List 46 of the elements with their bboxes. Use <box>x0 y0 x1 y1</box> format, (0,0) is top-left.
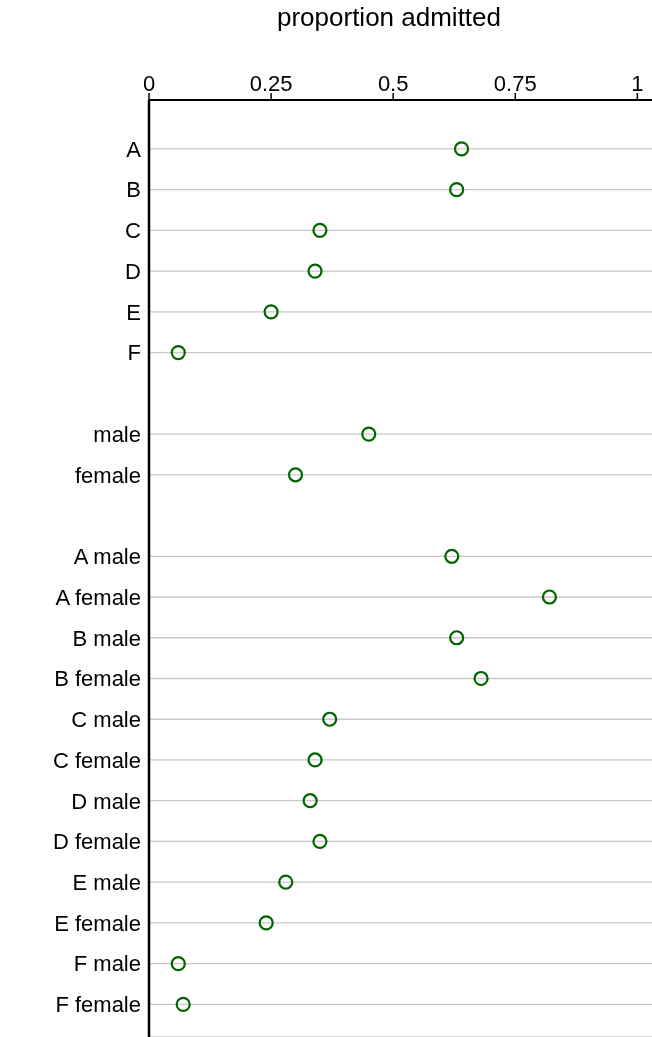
point <box>258 915 274 931</box>
point <box>312 222 328 238</box>
point <box>302 793 318 809</box>
x-axis-title: proportion admitted <box>276 2 502 33</box>
y-tick-label: F <box>127 340 141 366</box>
point <box>449 182 465 198</box>
point <box>175 996 191 1013</box>
point <box>278 874 294 890</box>
x-tick-label: 0.75 <box>493 71 537 96</box>
x-tick-label: 1 <box>631 71 644 96</box>
point <box>449 630 465 646</box>
y-tick-label: A male <box>73 544 141 570</box>
y-tick-label: D <box>125 258 141 284</box>
x-tick-label: 0.25 <box>249 71 293 96</box>
point <box>307 263 323 279</box>
point <box>453 141 470 157</box>
y-tick-label: C <box>125 218 142 244</box>
point <box>541 589 558 605</box>
point <box>361 426 377 442</box>
x-tick-label: 0 <box>142 71 156 96</box>
y-tick-label: E male <box>72 870 141 895</box>
x-tick-label: 0.5 <box>377 71 409 96</box>
point <box>287 467 304 483</box>
point <box>444 548 460 564</box>
point <box>263 304 279 320</box>
y-tick-label: F female <box>55 992 141 1018</box>
y-tick-label: D male <box>71 788 141 814</box>
y-tick-label: E <box>126 299 141 325</box>
y-tick-label: B female <box>54 666 141 692</box>
point <box>170 956 186 972</box>
y-tick-label: C female <box>52 747 141 773</box>
y-tick-label: A <box>126 136 142 162</box>
point <box>322 711 338 727</box>
y-tick-label: A female <box>55 584 141 610</box>
point <box>307 752 323 768</box>
y-tick-label: B male <box>72 625 141 651</box>
point <box>312 833 328 850</box>
y-tick-label: E female <box>54 910 141 936</box>
y-tick-label: male <box>93 421 141 447</box>
point <box>170 344 186 361</box>
y-tick-label: D female <box>52 829 141 855</box>
point <box>473 670 489 687</box>
y-tick-label: B <box>126 177 141 203</box>
y-tick-label: female <box>74 462 141 488</box>
y-tick-label: C male <box>71 707 141 733</box>
y-tick-label: F male <box>73 951 141 977</box>
